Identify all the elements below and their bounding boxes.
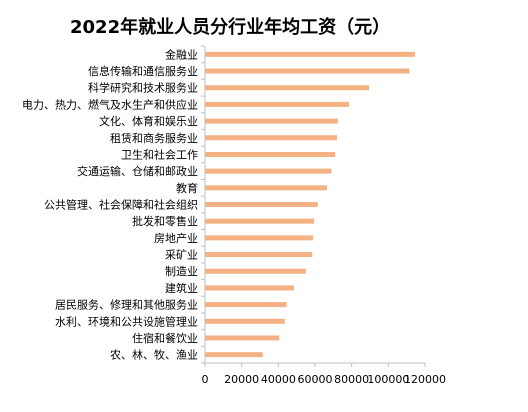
bar — [205, 135, 337, 141]
category-label: 信息传输和通信服务业 — [88, 64, 198, 78]
x-tick-label: 80000 — [334, 373, 369, 386]
category-label: 公共管理、社会保障和社会组织 — [44, 198, 198, 212]
bar — [205, 68, 410, 74]
category-label: 房地产业 — [154, 231, 198, 245]
category-label: 电力、热力、燃气及水生产和供应业 — [22, 97, 198, 111]
chart-title: 2022年就业人员分行业年均工资（元） — [70, 16, 390, 38]
bar — [205, 218, 315, 224]
category-label: 水利、环境和公共设施管理业 — [55, 314, 198, 328]
category-label: 制造业 — [165, 264, 198, 278]
axes — [201, 45, 426, 367]
bar — [205, 352, 263, 358]
bar — [205, 185, 327, 191]
category-label: 文化、体育和娱乐业 — [99, 114, 198, 128]
category-label: 农、林、牧、渔业 — [110, 348, 198, 362]
category-label: 租赁和商务服务业 — [110, 131, 198, 145]
bar — [205, 168, 332, 174]
category-label: 住宿和餐饮业 — [132, 331, 198, 345]
category-label: 居民服务、修理和其他服务业 — [55, 298, 198, 312]
x-tick-label: 20000 — [224, 373, 259, 386]
bar — [205, 268, 306, 274]
category-label: 卫生和社会工作 — [121, 147, 198, 161]
bar — [205, 302, 287, 308]
category-label: 交通运输、仓储和邮政业 — [77, 164, 198, 178]
bar — [205, 335, 280, 341]
x-tick-label: 0 — [202, 373, 209, 386]
bar — [205, 101, 349, 107]
category-label: 批发和零售业 — [132, 214, 198, 228]
category-labels: 金融业信息传输和通信服务业科学研究和技术服务业电力、热力、燃气及水生产和供应业文… — [22, 47, 198, 361]
bars-layer — [205, 51, 415, 358]
category-label: 采矿业 — [165, 249, 198, 262]
bar — [205, 235, 314, 241]
category-label: 金融业 — [165, 47, 198, 61]
x-tick-label: 120000 — [404, 373, 446, 386]
bar — [205, 118, 338, 124]
bar — [205, 202, 318, 207]
bar — [205, 51, 415, 57]
x-tick-label: 40000 — [261, 373, 296, 386]
bar — [205, 252, 313, 258]
bar — [205, 85, 370, 91]
bar — [205, 285, 294, 291]
category-label: 建筑业 — [165, 281, 198, 295]
x-tick-label: 60000 — [298, 373, 333, 386]
bar — [205, 151, 336, 157]
category-label: 科学研究和技术服务业 — [88, 81, 198, 95]
category-label: 教育 — [176, 181, 198, 195]
bar — [205, 318, 285, 324]
x-tick-label: 100000 — [367, 373, 409, 386]
